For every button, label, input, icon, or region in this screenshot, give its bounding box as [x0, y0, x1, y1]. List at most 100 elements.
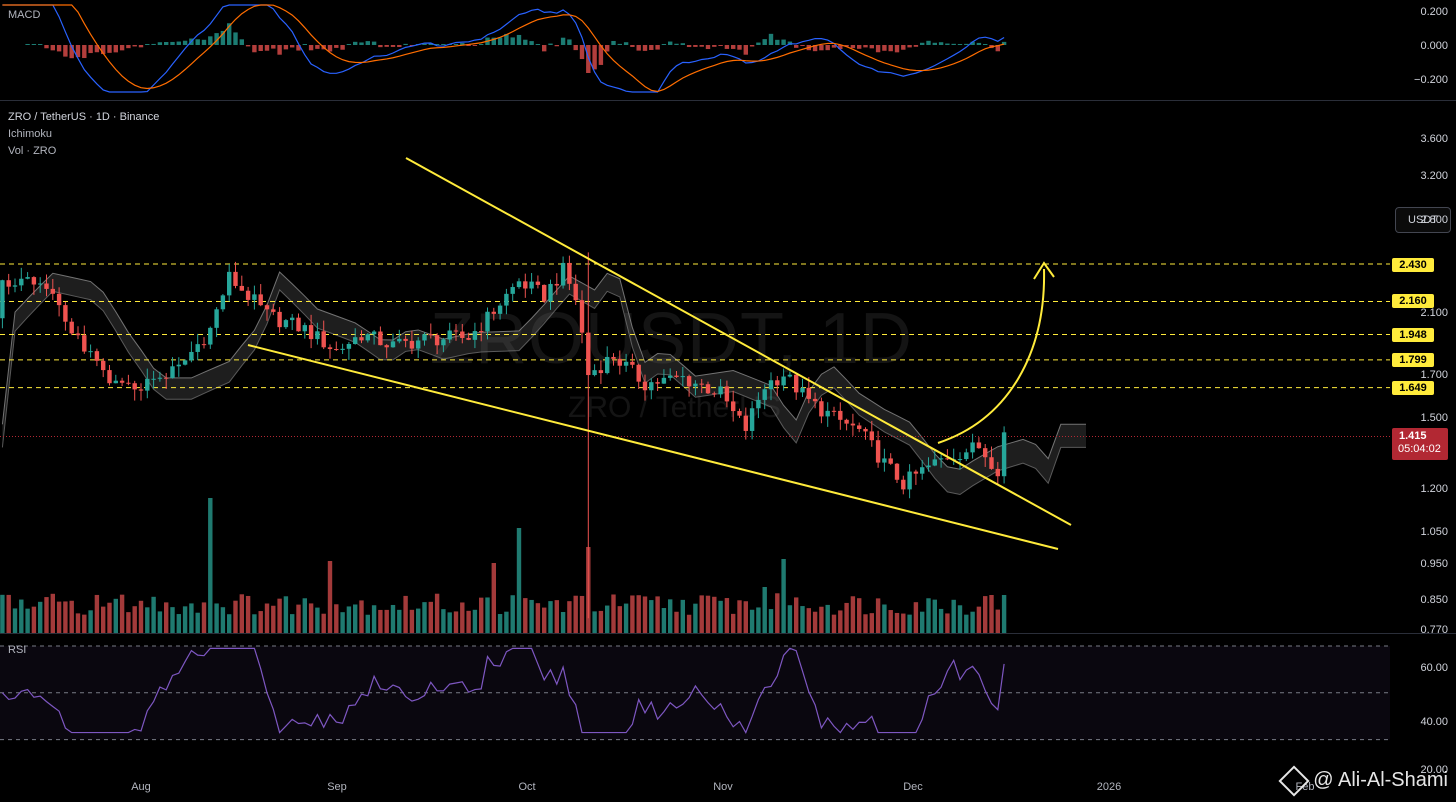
- volume-bar: [749, 609, 755, 633]
- chart-watermark: ZROUSDT, 1D: [430, 299, 914, 379]
- candle-body: [863, 428, 868, 432]
- macd-histogram-bar: [523, 39, 528, 45]
- candle-body: [888, 458, 893, 464]
- macd-histogram-bar: [882, 45, 887, 51]
- volume-bar: [554, 600, 559, 633]
- quote-unit-button[interactable]: USDT: [1395, 207, 1451, 233]
- macd-signal-line: [2, 4, 1005, 93]
- macd-histogram-bar: [441, 44, 446, 45]
- macd-histogram-bar: [31, 44, 37, 45]
- macd-histogram-bar: [113, 45, 118, 53]
- price-chart[interactable]: [0, 101, 1390, 633]
- macd-histogram-bar: [290, 45, 295, 48]
- volume-bar: [447, 612, 452, 633]
- candle-body: [321, 331, 326, 348]
- macd-histogram-bar: [995, 45, 1000, 52]
- macd-histogram-bar: [794, 45, 799, 48]
- candle-body: [825, 410, 830, 417]
- macd-histogram-bar: [869, 45, 874, 49]
- candle-body: [271, 309, 276, 312]
- macd-histogram-bar: [75, 45, 81, 58]
- volume-bar: [668, 599, 673, 633]
- y-tick-2100: 2.100: [1420, 307, 1448, 319]
- macd-histogram-bar: [775, 39, 780, 45]
- macd-histogram-bar: [901, 45, 906, 50]
- candle-body: [472, 331, 478, 340]
- volume-bar: [844, 602, 849, 633]
- volume-bar: [989, 595, 994, 633]
- volume-bar: [19, 599, 24, 633]
- candle-body: [214, 309, 219, 328]
- volume-bar: [56, 601, 62, 633]
- macd-histogram-bar: [668, 41, 673, 45]
- volume-bar: [271, 605, 276, 633]
- candle-body: [743, 415, 748, 431]
- pane-divider[interactable]: [0, 100, 1456, 101]
- volume-bar: [724, 598, 730, 633]
- pane-divider[interactable]: [0, 633, 1456, 634]
- projection-arrow: [937, 268, 1046, 444]
- candle-body: [283, 320, 289, 328]
- volume-bar: [302, 598, 307, 633]
- macd-histogram-bar: [195, 39, 200, 45]
- candle-body: [926, 465, 931, 468]
- macd-histogram-bar: [50, 45, 55, 51]
- macd-histogram-bar: [548, 43, 553, 45]
- volume-bar: [119, 594, 125, 633]
- macd-histogram-bar: [428, 43, 433, 45]
- level-tag-1948: 1.948: [1392, 328, 1434, 342]
- volume-bar: [504, 611, 509, 633]
- macd-histogram-bar: [271, 45, 276, 49]
- macd-histogram-bar: [88, 45, 93, 54]
- volume-bar: [384, 609, 389, 633]
- y-tick-2800: 2.800: [1420, 214, 1448, 226]
- volume-bar: [548, 601, 553, 633]
- volume-bar: [233, 600, 238, 633]
- macd-histogram-bar: [308, 45, 314, 51]
- macd-histogram-bar: [510, 37, 515, 45]
- volume-bar: [718, 600, 723, 633]
- macd-histogram-bar: [252, 45, 257, 53]
- candle-body: [775, 380, 780, 386]
- macd-histogram-bar: [264, 45, 270, 51]
- candle-body: [989, 457, 994, 469]
- macd-histogram-bar: [542, 45, 547, 52]
- candle-body: [479, 331, 484, 333]
- candle-body: [6, 280, 11, 287]
- time-axis[interactable]: Aug Sep Oct Nov Dec 2026 Feb: [0, 772, 1456, 802]
- volume-bar: [25, 608, 30, 633]
- volume-bar: [220, 607, 226, 633]
- candle-body: [359, 337, 364, 341]
- candle-body: [787, 374, 793, 377]
- macd-histogram-bar: [781, 39, 786, 45]
- volume-bar: [359, 600, 364, 633]
- x-tick-2026: 2026: [1096, 781, 1122, 793]
- volume-bar: [705, 595, 711, 633]
- level-tag-1649: 1.649: [1392, 381, 1434, 395]
- candle-body: [586, 332, 591, 376]
- candle-body: [913, 471, 919, 474]
- volume-bar: [321, 613, 326, 633]
- candle-body: [94, 351, 100, 361]
- macd-histogram-bar: [38, 44, 43, 45]
- volume-bar: [397, 609, 402, 633]
- candle-body: [712, 393, 717, 395]
- candle-body: [302, 325, 307, 332]
- indicator-volume[interactable]: Vol · ZRO: [8, 145, 57, 157]
- macd-histogram-bar: [567, 39, 572, 45]
- macd-histogram-bar: [680, 43, 685, 45]
- candle-body: [680, 376, 685, 378]
- macd-histogram-bar: [586, 45, 591, 73]
- candle-body: [50, 288, 55, 294]
- candle-body: [554, 283, 559, 286]
- candle-body: [233, 271, 238, 286]
- candle-body: [964, 452, 969, 460]
- macd-histogram-bar: [315, 45, 320, 49]
- volume-bar: [472, 609, 478, 633]
- indicator-ichimoku[interactable]: Ichimoku: [8, 128, 53, 140]
- volume-bar: [983, 596, 988, 633]
- candle-body: [308, 325, 314, 340]
- volume-bar: [579, 595, 585, 633]
- lower-trendline: [247, 344, 1059, 550]
- price-pane[interactable]: ZROUSDT, 1D ZRO / TetherUS ZRO / TetherU…: [0, 101, 1456, 636]
